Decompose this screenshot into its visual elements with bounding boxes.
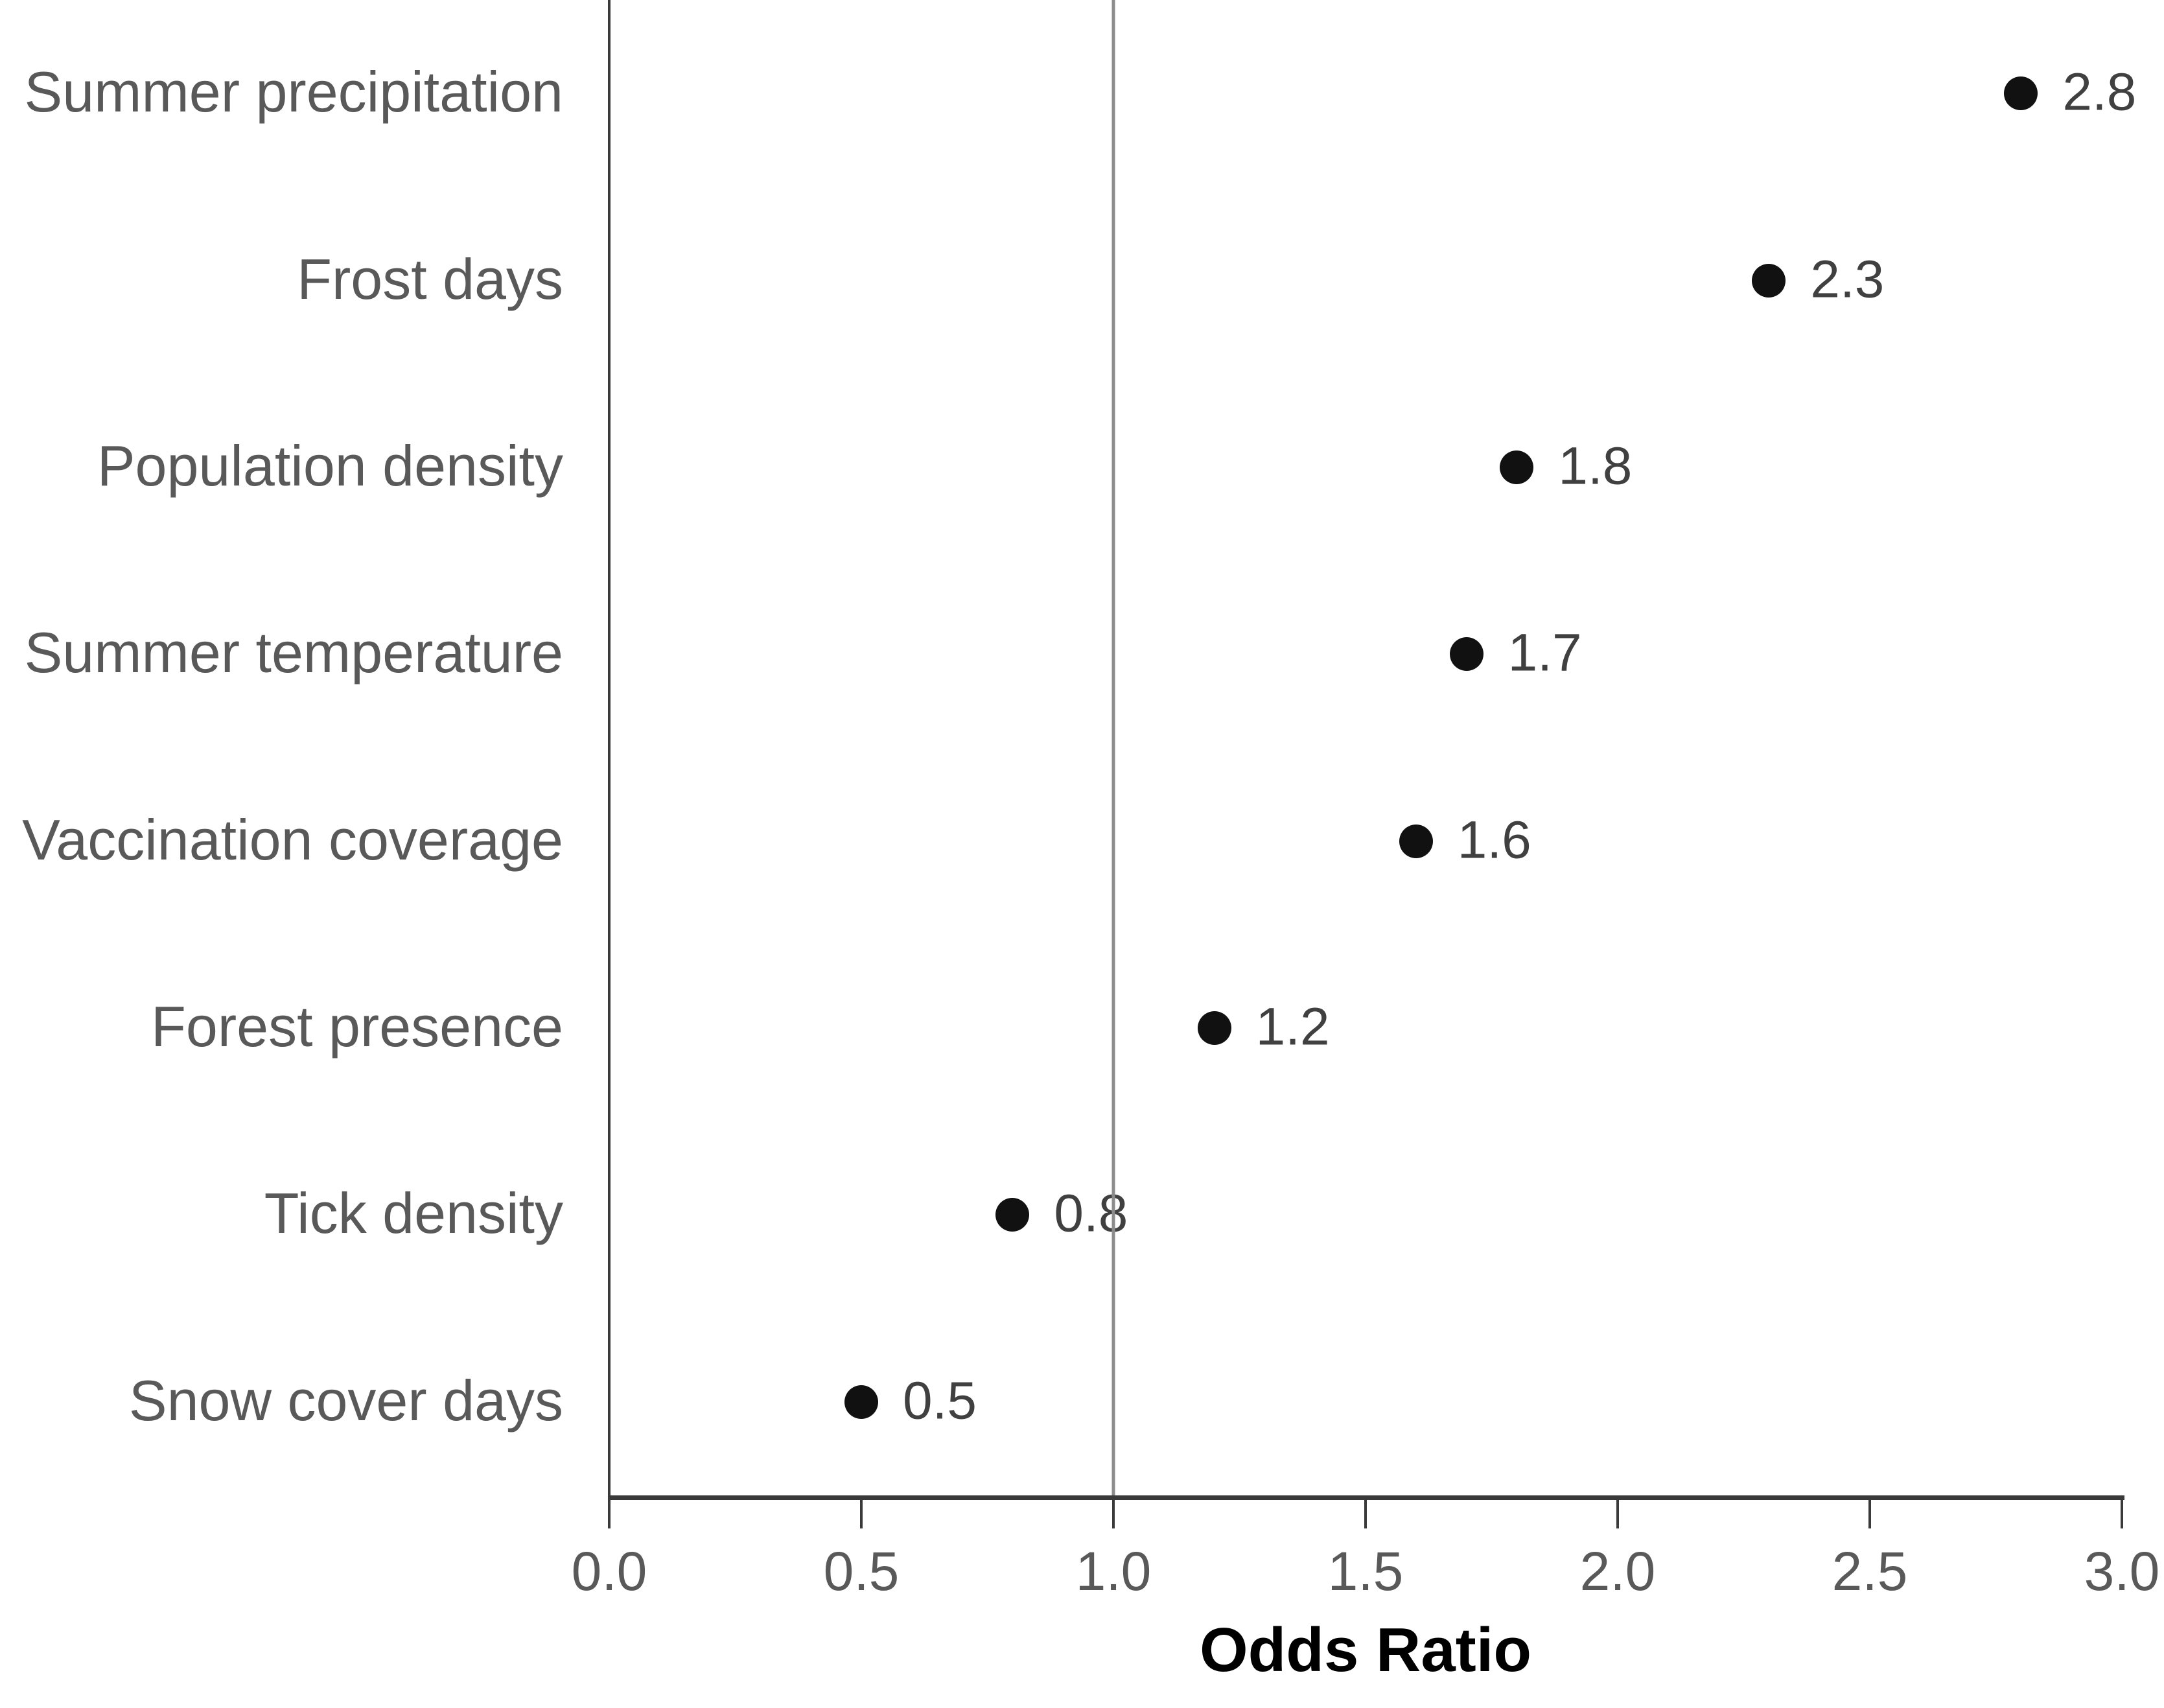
data-point-value-label: 1.2 — [1255, 997, 1330, 1057]
data-point-value-label: 1.7 — [1507, 623, 1582, 683]
x-tick-mark — [608, 1500, 611, 1528]
x-tick-label: 2.5 — [1832, 1541, 1908, 1602]
data-point-dot — [2004, 76, 2038, 111]
x-tick-mark — [1112, 1500, 1115, 1528]
data-point-value-label: 1.6 — [1457, 810, 1531, 870]
x-tick-mark — [1364, 1500, 1367, 1528]
x-axis-line — [608, 1495, 2124, 1500]
category-label: Frost days — [297, 246, 563, 311]
x-tick-label: 1.0 — [1075, 1541, 1152, 1602]
data-point-value-label: 0.5 — [903, 1371, 977, 1431]
category-label: Summer precipitation — [24, 60, 563, 124]
x-tick-mark — [1616, 1500, 1619, 1528]
data-point-dot — [1752, 263, 1786, 298]
x-tick-label: 2.0 — [1579, 1541, 1656, 1602]
data-point-dot — [1399, 824, 1433, 858]
x-tick-label: 3.0 — [2084, 1541, 2160, 1602]
data-point-dot — [844, 1385, 878, 1419]
data-point-dot — [1500, 450, 1534, 484]
category-label: Population density — [97, 434, 563, 498]
x-tick-label: 0.0 — [571, 1541, 647, 1602]
reference-line-at-1 — [1111, 0, 1115, 1495]
data-point-dot — [1197, 1011, 1231, 1046]
category-label: Tick density — [264, 1181, 563, 1246]
category-label: Summer temperature — [24, 620, 563, 685]
category-label: Forest presence — [151, 994, 563, 1059]
data-point-value-label: 2.8 — [2062, 62, 2137, 122]
data-point-dot — [995, 1198, 1030, 1232]
x-axis-title: Odds Ratio — [1199, 1615, 1532, 1685]
x-tick-mark — [2121, 1500, 2123, 1528]
category-label: Snow cover days — [128, 1368, 563, 1433]
x-tick-mark — [1868, 1500, 1871, 1528]
data-point-value-label: 1.8 — [1558, 436, 1633, 496]
category-label: Vaccination coverage — [22, 807, 563, 872]
data-point-value-label: 2.3 — [1810, 249, 1885, 309]
x-tick-mark — [860, 1500, 863, 1528]
data-point-value-label: 0.8 — [1054, 1184, 1128, 1243]
y-axis-line — [608, 0, 611, 1495]
x-tick-label: 1.5 — [1327, 1541, 1404, 1602]
x-tick-label: 0.5 — [823, 1541, 900, 1602]
data-point-dot — [1449, 637, 1483, 672]
